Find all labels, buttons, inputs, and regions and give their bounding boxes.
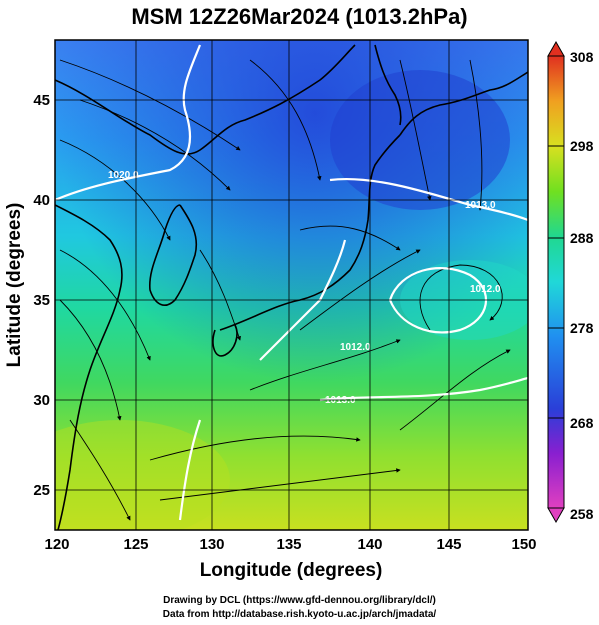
gridlines bbox=[55, 40, 528, 530]
colorbar-label: 298 bbox=[570, 138, 594, 154]
colorbar-label: 258 bbox=[570, 506, 594, 522]
streamline bbox=[79, 99, 231, 191]
streamline bbox=[199, 249, 241, 341]
temperature-field bbox=[55, 40, 528, 530]
isobar-west bbox=[178, 419, 202, 521]
colorbar-label: 278 bbox=[570, 320, 594, 336]
x-tick-label: 140 bbox=[357, 536, 382, 553]
y-tick-labels: 25 30 35 40 45 bbox=[33, 92, 50, 499]
coast-korea bbox=[149, 204, 198, 306]
y-tick-label: 30 bbox=[33, 392, 50, 409]
coast-asia-mainland bbox=[55, 44, 356, 155]
streamline bbox=[149, 435, 361, 461]
streamline bbox=[59, 59, 241, 151]
coast-sakhalin bbox=[374, 44, 402, 126]
contour-label: 1012.0 bbox=[340, 342, 371, 353]
coast-kyushu bbox=[212, 324, 238, 357]
x-tick-label: 150 bbox=[511, 536, 536, 553]
coastlines bbox=[55, 44, 528, 530]
credits-data-source: Data from http://database.rish.kyoto-u.a… bbox=[162, 609, 437, 620]
contour-labels: 1020.0 1013.0 1013.0 1012.0 1012.0 bbox=[108, 170, 501, 406]
contour-label: 1020.0 bbox=[108, 170, 139, 181]
plot-frame bbox=[54, 39, 529, 531]
wind-streamlines bbox=[59, 59, 511, 521]
streamline bbox=[299, 225, 401, 251]
streamline bbox=[69, 419, 131, 521]
y-tick-label: 35 bbox=[33, 292, 50, 309]
x-tick-label: 135 bbox=[276, 536, 301, 553]
y-axis-title: Latitude (degrees) bbox=[4, 203, 25, 368]
x-tick-label: 145 bbox=[436, 536, 461, 553]
colorbar-label: 268 bbox=[570, 415, 594, 431]
contour-label: 1012.0 bbox=[470, 284, 501, 295]
streamline bbox=[399, 59, 432, 201]
y-tick-label: 45 bbox=[33, 92, 50, 109]
credits: Drawing by DCL (https://www.gfd-dennou.o… bbox=[0, 594, 599, 622]
x-tick-label: 130 bbox=[199, 536, 224, 553]
isobar-1020 bbox=[55, 44, 202, 202]
coast-honshu bbox=[219, 134, 401, 331]
colorbar-label: 308 bbox=[570, 49, 594, 65]
credits-drawing: Drawing by DCL (https://www.gfd-dennou.o… bbox=[163, 595, 436, 606]
streamline bbox=[419, 264, 503, 331]
x-tick-label: 125 bbox=[123, 536, 148, 553]
colorbar-max-arrow bbox=[547, 40, 565, 57]
streamline bbox=[59, 139, 171, 241]
coast-hokkaido bbox=[399, 71, 528, 136]
streamline bbox=[249, 339, 401, 391]
colorbar: 258 268 278 288 298 308 bbox=[547, 40, 594, 524]
isobar-1013-south bbox=[319, 376, 528, 402]
coast-china-east bbox=[55, 204, 123, 530]
y-tick-label: 40 bbox=[33, 192, 50, 209]
contour-label: 1013.0 bbox=[465, 200, 496, 211]
streamline bbox=[249, 59, 322, 181]
colorbar-min-arrow bbox=[547, 507, 565, 524]
y-tick-label: 25 bbox=[33, 482, 50, 499]
isobar-low bbox=[388, 267, 488, 334]
streamline bbox=[59, 299, 122, 421]
colorbar-scale bbox=[547, 55, 565, 509]
x-tick-labels: 120 125 130 135 140 145 150 bbox=[44, 536, 536, 553]
contour-label: 1013.0 bbox=[325, 395, 356, 406]
x-tick-label: 120 bbox=[44, 536, 69, 553]
streamline bbox=[59, 249, 151, 361]
streamline bbox=[469, 59, 483, 211]
colorbar-label: 288 bbox=[570, 230, 594, 246]
map-title: MSM 12Z26Mar2024 (1013.2hPa) bbox=[131, 4, 468, 29]
streamline bbox=[299, 249, 421, 331]
streamline bbox=[399, 349, 511, 431]
x-axis-title: Longitude (degrees) bbox=[200, 560, 383, 581]
